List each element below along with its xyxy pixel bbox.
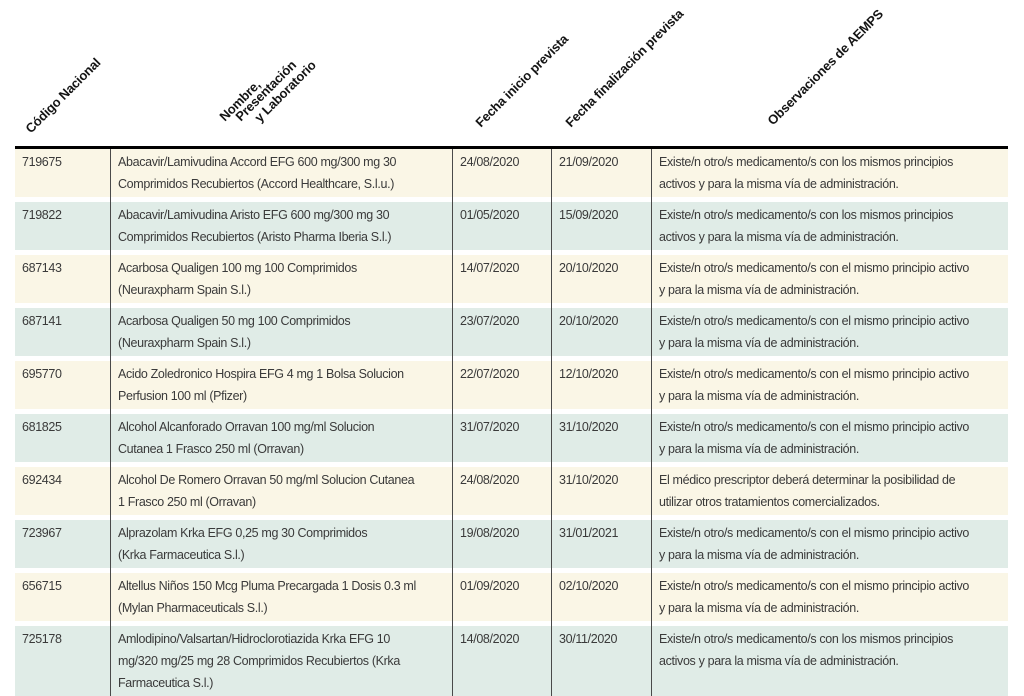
cell-fecha-finalizacion-prevista: 02/10/2020 — [551, 573, 651, 621]
cell-observaciones-aemps: Existe/n otro/s medicamento/s con el mis… — [651, 573, 1008, 621]
cell-fecha-finalizacion-prevista: 15/09/2020 — [551, 202, 651, 250]
cell-nombre-presentacion-laboratorio: Amlodipino/Valsartan/Hidroclorotiazida K… — [110, 626, 452, 696]
cell-nombre-presentacion-laboratorio: Acarbosa Qualigen 100 mg 100 Comprimidos… — [110, 255, 452, 303]
cell-observaciones-aemps: El médico prescriptor deberá determinar … — [651, 467, 1008, 515]
cell-codigo-nacional: 656715 — [15, 573, 110, 621]
cell-fecha-finalizacion-prevista: 31/10/2020 — [551, 414, 651, 462]
table-row: 723967 Alprazolam Krka EFG 0,25 mg 30 Co… — [15, 520, 1008, 568]
cell-observaciones-aemps: Existe/n otro/s medicamento/s con el mis… — [651, 255, 1008, 303]
table-row: 681825 Alcohol Alcanforado Orravan 100 m… — [15, 414, 1008, 462]
table-row: 687143 Acarbosa Qualigen 100 mg 100 Comp… — [15, 255, 1008, 303]
cell-fecha-finalizacion-prevista: 31/01/2021 — [551, 520, 651, 568]
table-row: 692434 Alcohol De Romero Orravan 50 mg/m… — [15, 467, 1008, 515]
table-row: 656715 Altellus Niños 150 Mcg Pluma Prec… — [15, 573, 1008, 621]
column-header-fecha-finalizacion-prevista: Fecha finalización prevista — [562, 6, 687, 131]
cell-codigo-nacional: 687141 — [15, 308, 110, 356]
column-divider-2 — [452, 149, 453, 696]
cell-observaciones-aemps: Existe/n otro/s medicamento/s con el mis… — [651, 308, 1008, 356]
cell-nombre-presentacion-laboratorio: Alprazolam Krka EFG 0,25 mg 30 Comprimid… — [110, 520, 452, 568]
cell-fecha-finalizacion-prevista: 30/11/2020 — [551, 626, 651, 696]
table-row: 695770 Acido Zoledronico Hospira EFG 4 m… — [15, 361, 1008, 409]
column-divider-3 — [551, 149, 552, 696]
cell-fecha-inicio-prevista: 01/09/2020 — [452, 573, 551, 621]
cell-codigo-nacional: 687143 — [15, 255, 110, 303]
column-divider-4 — [651, 149, 652, 696]
cell-observaciones-aemps: Existe/n otro/s medicamento/s con los mi… — [651, 202, 1008, 250]
table-body: 719675 Abacavir/Lamivudina Accord EFG 60… — [15, 146, 1008, 696]
cell-fecha-inicio-prevista: 14/08/2020 — [452, 626, 551, 696]
table-row: 719675 Abacavir/Lamivudina Accord EFG 60… — [15, 149, 1008, 197]
cell-fecha-inicio-prevista: 22/07/2020 — [452, 361, 551, 409]
cell-codigo-nacional: 695770 — [15, 361, 110, 409]
cell-fecha-finalizacion-prevista: 20/10/2020 — [551, 255, 651, 303]
cell-fecha-inicio-prevista: 24/08/2020 — [452, 467, 551, 515]
table-row: 719822 Abacavir/Lamivudina Aristo EFG 60… — [15, 202, 1008, 250]
cell-codigo-nacional: 719675 — [15, 149, 110, 197]
cell-nombre-presentacion-laboratorio: Acido Zoledronico Hospira EFG 4 mg 1 Bol… — [110, 361, 452, 409]
column-header-fecha-inicio-prevista: Fecha inicio prevista — [472, 31, 571, 130]
cell-nombre-presentacion-laboratorio: Acarbosa Qualigen 50 mg 100 Comprimidos … — [110, 308, 452, 356]
cell-fecha-inicio-prevista: 31/07/2020 — [452, 414, 551, 462]
cell-codigo-nacional: 719822 — [15, 202, 110, 250]
cell-fecha-inicio-prevista: 24/08/2020 — [452, 149, 551, 197]
cell-codigo-nacional: 692434 — [15, 467, 110, 515]
cell-observaciones-aemps: Existe/n otro/s medicamento/s con el mis… — [651, 361, 1008, 409]
cell-nombre-presentacion-laboratorio: Abacavir/Lamivudina Accord EFG 600 mg/30… — [110, 149, 452, 197]
cell-nombre-presentacion-laboratorio: Alcohol De Romero Orravan 50 mg/ml Soluc… — [110, 467, 452, 515]
cell-fecha-inicio-prevista: 19/08/2020 — [452, 520, 551, 568]
cell-observaciones-aemps: Existe/n otro/s medicamento/s con el mis… — [651, 414, 1008, 462]
table-header: Código Nacional Nombre, Presentación y L… — [15, 0, 1008, 146]
table-row: 725178 Amlodipino/Valsartan/Hidrocloroti… — [15, 626, 1008, 696]
cell-nombre-presentacion-laboratorio: Altellus Niños 150 Mcg Pluma Precargada … — [110, 573, 452, 621]
cell-observaciones-aemps: Existe/n otro/s medicamento/s con el mis… — [651, 520, 1008, 568]
cell-nombre-presentacion-laboratorio: Abacavir/Lamivudina Aristo EFG 600 mg/30… — [110, 202, 452, 250]
cell-nombre-presentacion-laboratorio: Alcohol Alcanforado Orravan 100 mg/ml So… — [110, 414, 452, 462]
cell-codigo-nacional: 723967 — [15, 520, 110, 568]
cell-fecha-inicio-prevista: 01/05/2020 — [452, 202, 551, 250]
cell-codigo-nacional: 725178 — [15, 626, 110, 696]
column-divider-1 — [110, 149, 111, 696]
cell-fecha-finalizacion-prevista: 21/09/2020 — [551, 149, 651, 197]
cell-observaciones-aemps: Existe/n otro/s medicamento/s con los mi… — [651, 626, 1008, 696]
cell-fecha-inicio-prevista: 14/07/2020 — [452, 255, 551, 303]
cell-fecha-inicio-prevista: 23/07/2020 — [452, 308, 551, 356]
column-header-observaciones-aemps: Observaciones de AEMPS — [764, 6, 886, 128]
cell-fecha-finalizacion-prevista: 20/10/2020 — [551, 308, 651, 356]
cell-fecha-finalizacion-prevista: 31/10/2020 — [551, 467, 651, 515]
cell-fecha-finalizacion-prevista: 12/10/2020 — [551, 361, 651, 409]
column-header-codigo-nacional: Código Nacional — [22, 54, 104, 136]
cell-observaciones-aemps: Existe/n otro/s medicamento/s con los mi… — [651, 149, 1008, 197]
table-row: 687141 Acarbosa Qualigen 50 mg 100 Compr… — [15, 308, 1008, 356]
cell-codigo-nacional: 681825 — [15, 414, 110, 462]
